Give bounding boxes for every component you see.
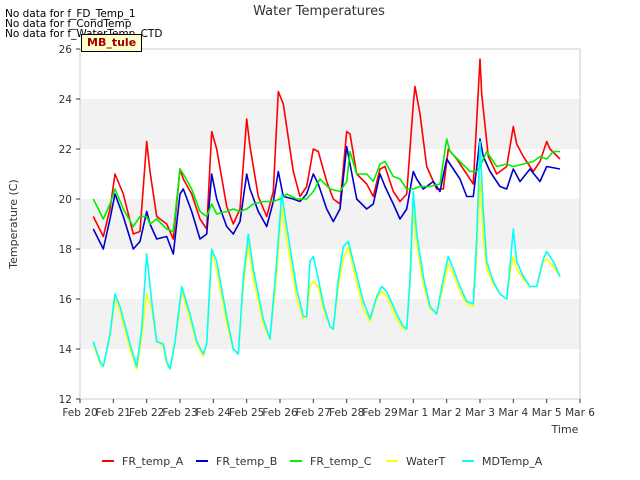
x-axis-label: Time xyxy=(551,423,579,436)
site-badge: MB_tule xyxy=(81,34,143,52)
legend-label: FR_temp_C xyxy=(310,455,372,468)
grid-band xyxy=(80,199,580,249)
x-tick-label: Feb 22 xyxy=(129,407,164,419)
series-layer xyxy=(92,58,561,370)
y-tick-label: 24 xyxy=(59,94,73,106)
legend-label: WaterT xyxy=(406,455,446,468)
y-tick-label: 16 xyxy=(59,294,73,306)
y-tick-label: 14 xyxy=(59,344,73,356)
y-tick-label: 22 xyxy=(59,144,72,156)
chart-title: Water Temperatures xyxy=(253,4,385,19)
x-tick-label: Mar 4 xyxy=(498,407,528,419)
series-line-FR_temp_B xyxy=(92,138,561,255)
legend-label: FR_temp_A xyxy=(122,455,184,468)
x-tick-label: Feb 27 xyxy=(296,407,331,419)
x-tick-label: Feb 28 xyxy=(329,407,364,419)
x-tick-label: Feb 20 xyxy=(62,407,97,419)
legend: FR_temp_A FR_temp_B FR_temp_C WaterT MDTemp_… xyxy=(102,455,543,468)
x-tick-label: Mar 1 xyxy=(398,407,428,419)
y-tick-label: 18 xyxy=(59,244,72,256)
y-axis-label: Temperature (C) xyxy=(7,179,20,269)
x-tick-label: Feb 26 xyxy=(262,407,298,419)
series-line-MDTemp_A xyxy=(92,140,561,370)
x-tick-label: Feb 21 xyxy=(96,407,131,419)
grid-band xyxy=(80,99,580,149)
x-tick-label: Mar 2 xyxy=(432,407,462,419)
y-tick-label: 20 xyxy=(59,194,72,206)
y-tick-label: 26 xyxy=(59,44,73,56)
x-tick-label: Mar 6 xyxy=(565,407,595,419)
background-bands xyxy=(80,99,580,349)
x-tick-label: Feb 29 xyxy=(362,407,397,419)
y-tick-label: 12 xyxy=(59,394,72,406)
x-tick-label: Feb 24 xyxy=(196,407,232,419)
y-axis: 12 14 16 18 20 22 24 26 xyxy=(59,44,80,406)
no-data-message: No data for f_CondTemp xyxy=(5,18,132,30)
x-tick-label: Feb 23 xyxy=(162,407,197,419)
legend-label: FR_temp_B xyxy=(216,455,277,468)
no-data-message: No data for f_FD_Temp_1 xyxy=(5,8,136,20)
legend-label: MDTemp_A xyxy=(482,455,543,468)
x-tick-label: Mar 5 xyxy=(532,407,562,419)
x-tick-label: Mar 3 xyxy=(465,407,495,419)
plot-area-frame xyxy=(79,48,581,400)
x-tick-label: Feb 25 xyxy=(229,407,264,419)
